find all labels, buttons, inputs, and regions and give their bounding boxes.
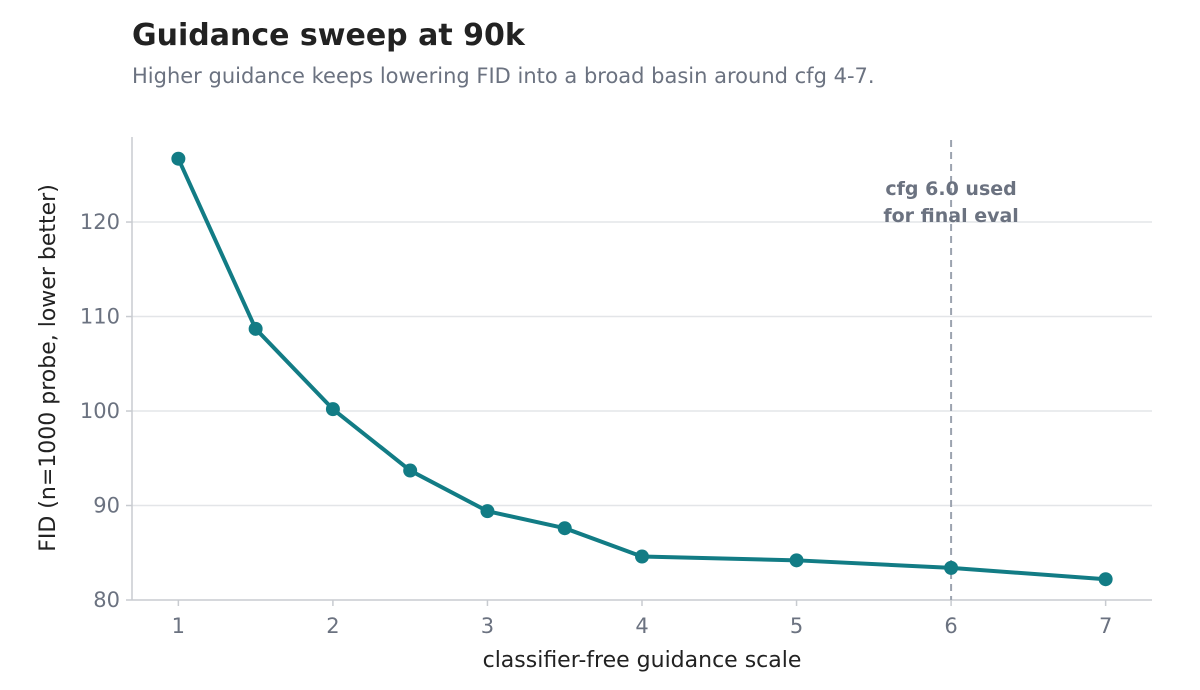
series-line bbox=[176, 156, 1108, 582]
reference-annotation-line: cfg 6.0 used bbox=[885, 178, 1016, 200]
data-point bbox=[325, 402, 340, 417]
x-tick-label: 6 bbox=[944, 614, 957, 638]
x-axis-label: classifier-free guidance scale bbox=[483, 648, 802, 673]
data-point bbox=[480, 504, 495, 519]
data-point bbox=[171, 151, 186, 166]
y-axis-label: FID (n=1000 probe, lower better) bbox=[36, 184, 61, 552]
x-tick-label: 2 bbox=[326, 614, 339, 638]
y-tick-label: 90 bbox=[93, 494, 120, 518]
chart-subtitle: Higher guidance keeps lowering FID into … bbox=[132, 64, 875, 88]
data-point bbox=[944, 560, 959, 575]
x-ticks: 1 2 3 4 5 6 7 bbox=[172, 600, 1112, 638]
gridlines bbox=[132, 221, 1152, 507]
data-point bbox=[1098, 572, 1113, 587]
data-point bbox=[557, 521, 572, 536]
chart-title: Guidance sweep at 90k bbox=[132, 18, 525, 53]
data-point bbox=[403, 463, 418, 478]
x-tick-label: 4 bbox=[635, 614, 648, 638]
x-tick-label: 3 bbox=[481, 614, 494, 638]
reference-line-group: cfg 6.0 used for final eval bbox=[883, 140, 1019, 600]
y-ticks: 80 90 100 110 120 bbox=[80, 210, 132, 612]
x-tick-label: 5 bbox=[790, 614, 803, 638]
y-tick-label: 100 bbox=[80, 399, 120, 423]
y-tick-label: 110 bbox=[80, 305, 120, 329]
data-point bbox=[248, 321, 263, 336]
x-tick-label: 7 bbox=[1099, 614, 1112, 638]
data-point bbox=[789, 553, 804, 568]
series-layer bbox=[171, 151, 1113, 587]
x-tick-label: 1 bbox=[172, 614, 185, 638]
y-tick-label: 80 bbox=[93, 588, 120, 612]
data-point bbox=[635, 549, 649, 564]
reference-annotation-line: for final eval bbox=[883, 205, 1018, 227]
y-tick-label: 120 bbox=[80, 210, 120, 234]
